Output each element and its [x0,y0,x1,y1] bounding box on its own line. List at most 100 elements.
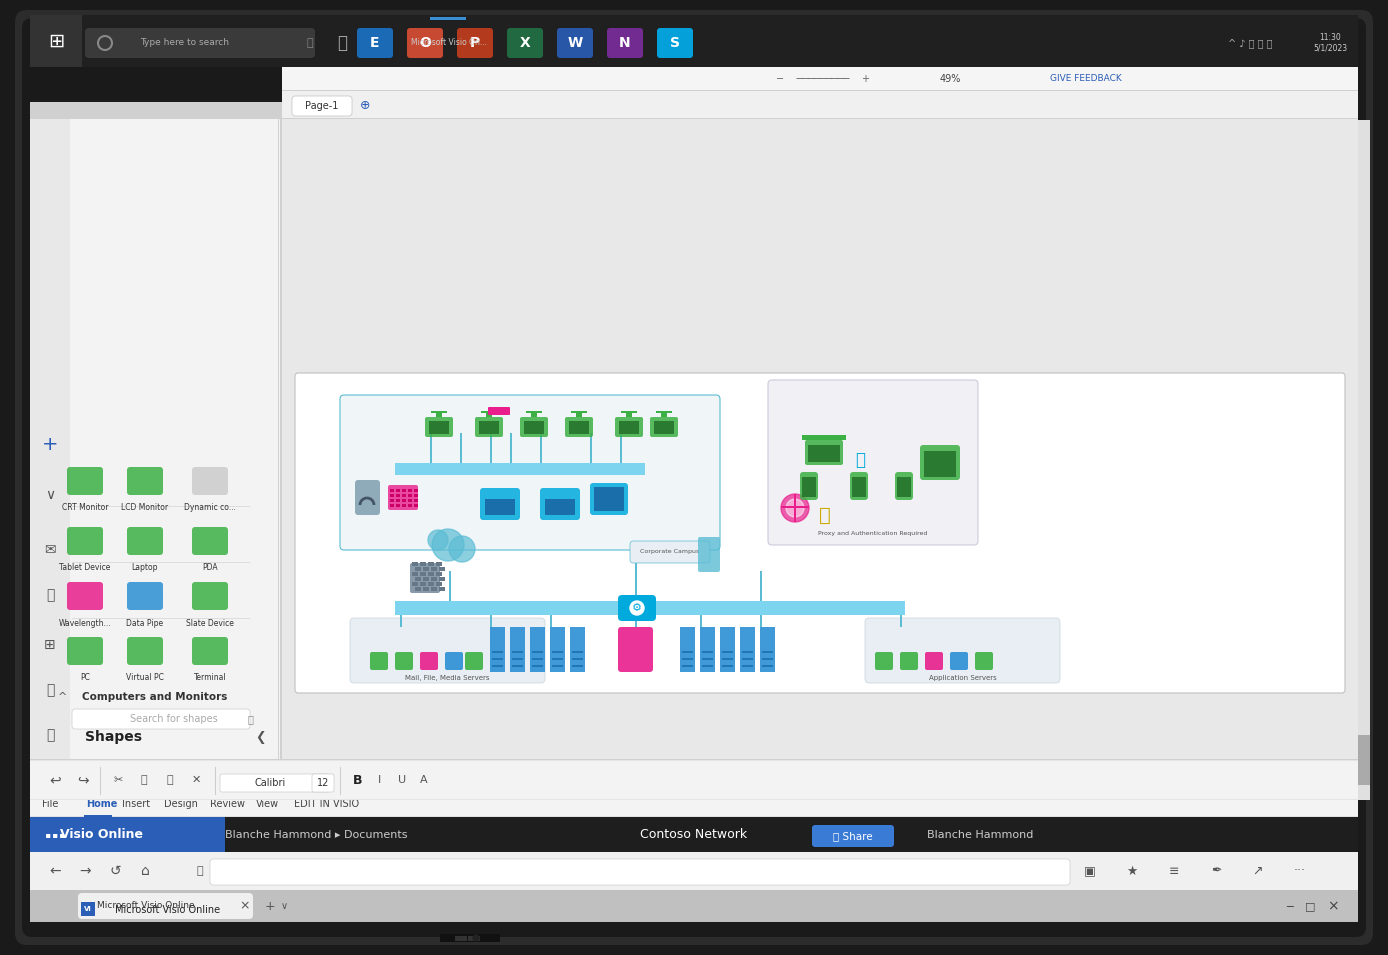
FancyBboxPatch shape [67,467,103,495]
Bar [479,421,500,434]
Bar [31,790,1357,817]
FancyBboxPatch shape [618,627,652,672]
Bar [400,615,403,627]
Bar [702,658,713,660]
FancyBboxPatch shape [126,637,162,665]
FancyBboxPatch shape [126,527,162,555]
FancyBboxPatch shape [409,563,440,593]
Text: ✒: ✒ [1210,864,1221,878]
Text: Microsoft Visio Online: Microsoft Visio Online [115,905,221,915]
Bar [761,627,775,672]
Bar [722,665,733,667]
Text: Application Servers: Application Servers [929,675,997,681]
FancyBboxPatch shape [192,637,228,665]
Bar [414,504,418,507]
Bar [576,413,582,417]
Bar [31,760,1357,800]
FancyBboxPatch shape [865,618,1060,683]
Text: PC: PC [81,673,90,683]
Bar [682,651,693,653]
FancyBboxPatch shape [698,537,720,572]
Text: I: I [379,775,382,785]
Bar [439,587,446,591]
Text: EDIT IN VISIO: EDIT IN VISIO [294,798,359,809]
Bar [396,489,400,492]
Bar [570,411,587,413]
Bar [657,411,672,413]
Bar [512,665,523,667]
Bar [680,627,695,672]
Text: ✂: ✂ [114,775,122,785]
Bar [282,91,1357,119]
FancyBboxPatch shape [389,485,418,510]
Bar [403,504,407,507]
Text: Terminal: Terminal [194,673,226,683]
Bar [432,577,437,581]
Text: P: P [471,36,480,50]
Text: Microsoft Visio On...: Microsoft Visio On... [411,38,487,48]
Text: 📋: 📋 [167,775,174,785]
FancyBboxPatch shape [920,445,960,480]
Bar [396,504,400,507]
Bar [794,494,795,522]
Text: ■: ■ [46,832,50,837]
Bar [72,506,250,507]
FancyBboxPatch shape [312,774,335,792]
Text: O: O [419,36,430,50]
Text: Corporate Campus: Corporate Campus [640,549,700,555]
Bar [436,572,441,576]
Text: 11:30
5/1/2023: 11:30 5/1/2023 [1313,33,1348,53]
FancyBboxPatch shape [768,380,979,545]
FancyBboxPatch shape [396,652,414,670]
Text: ■: ■ [46,832,50,837]
Bar [423,567,429,571]
Text: ⧉: ⧉ [337,34,347,52]
Bar [455,936,466,941]
FancyBboxPatch shape [357,28,393,58]
Text: Home: Home [86,798,118,809]
FancyBboxPatch shape [895,472,913,500]
Text: ─: ─ [1287,901,1294,911]
Text: N: N [619,36,630,50]
FancyBboxPatch shape [657,28,693,58]
Text: Laptop: Laptop [132,563,158,572]
Bar [570,627,584,672]
Bar [626,413,632,417]
Bar [432,567,437,571]
Bar [403,494,407,497]
Bar [81,902,94,916]
Bar [414,494,418,497]
Text: ←: ← [49,864,61,878]
Bar [550,627,565,672]
Text: ✕: ✕ [192,775,201,785]
Text: ↗: ↗ [1253,864,1263,878]
Bar [31,817,225,852]
FancyBboxPatch shape [221,774,330,792]
FancyBboxPatch shape [296,373,1345,693]
Text: CRT Monitor: CRT Monitor [61,503,108,513]
Text: ↪: ↪ [78,773,89,787]
FancyBboxPatch shape [520,417,548,437]
Bar [414,489,418,492]
Bar [31,119,280,759]
Bar [852,477,866,497]
Text: 🤝 Share: 🤝 Share [833,831,873,841]
Text: Shapes: Shapes [85,730,142,744]
Bar [545,499,575,515]
Bar [634,615,637,627]
Bar [743,665,754,667]
Text: Computers and Monitors: Computers and Monitors [82,692,228,702]
FancyBboxPatch shape [192,467,228,495]
Text: ■: ■ [60,832,64,837]
Text: □: □ [1305,901,1316,911]
Text: ■: ■ [60,832,64,837]
Bar [550,615,552,627]
Bar [743,651,754,653]
Text: Tablet Device: Tablet Device [60,563,111,572]
FancyBboxPatch shape [540,488,580,520]
Text: ■: ■ [46,832,50,837]
Bar [415,577,421,581]
Bar [526,411,541,413]
FancyBboxPatch shape [67,637,103,665]
Text: Visio Online: Visio Online [60,828,143,841]
